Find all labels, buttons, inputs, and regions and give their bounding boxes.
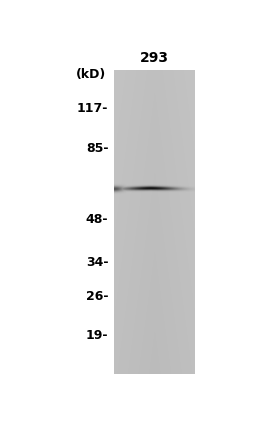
Text: 293: 293 — [140, 51, 169, 65]
Text: 117-: 117- — [77, 102, 108, 115]
Text: (kD): (kD) — [76, 68, 106, 81]
Text: 34-: 34- — [86, 257, 108, 269]
Text: 19-: 19- — [86, 329, 108, 342]
Text: 26-: 26- — [86, 290, 108, 303]
Text: 85-: 85- — [86, 142, 108, 155]
Text: 48-: 48- — [86, 213, 108, 227]
